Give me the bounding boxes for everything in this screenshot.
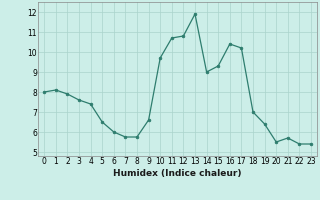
X-axis label: Humidex (Indice chaleur): Humidex (Indice chaleur) (113, 169, 242, 178)
